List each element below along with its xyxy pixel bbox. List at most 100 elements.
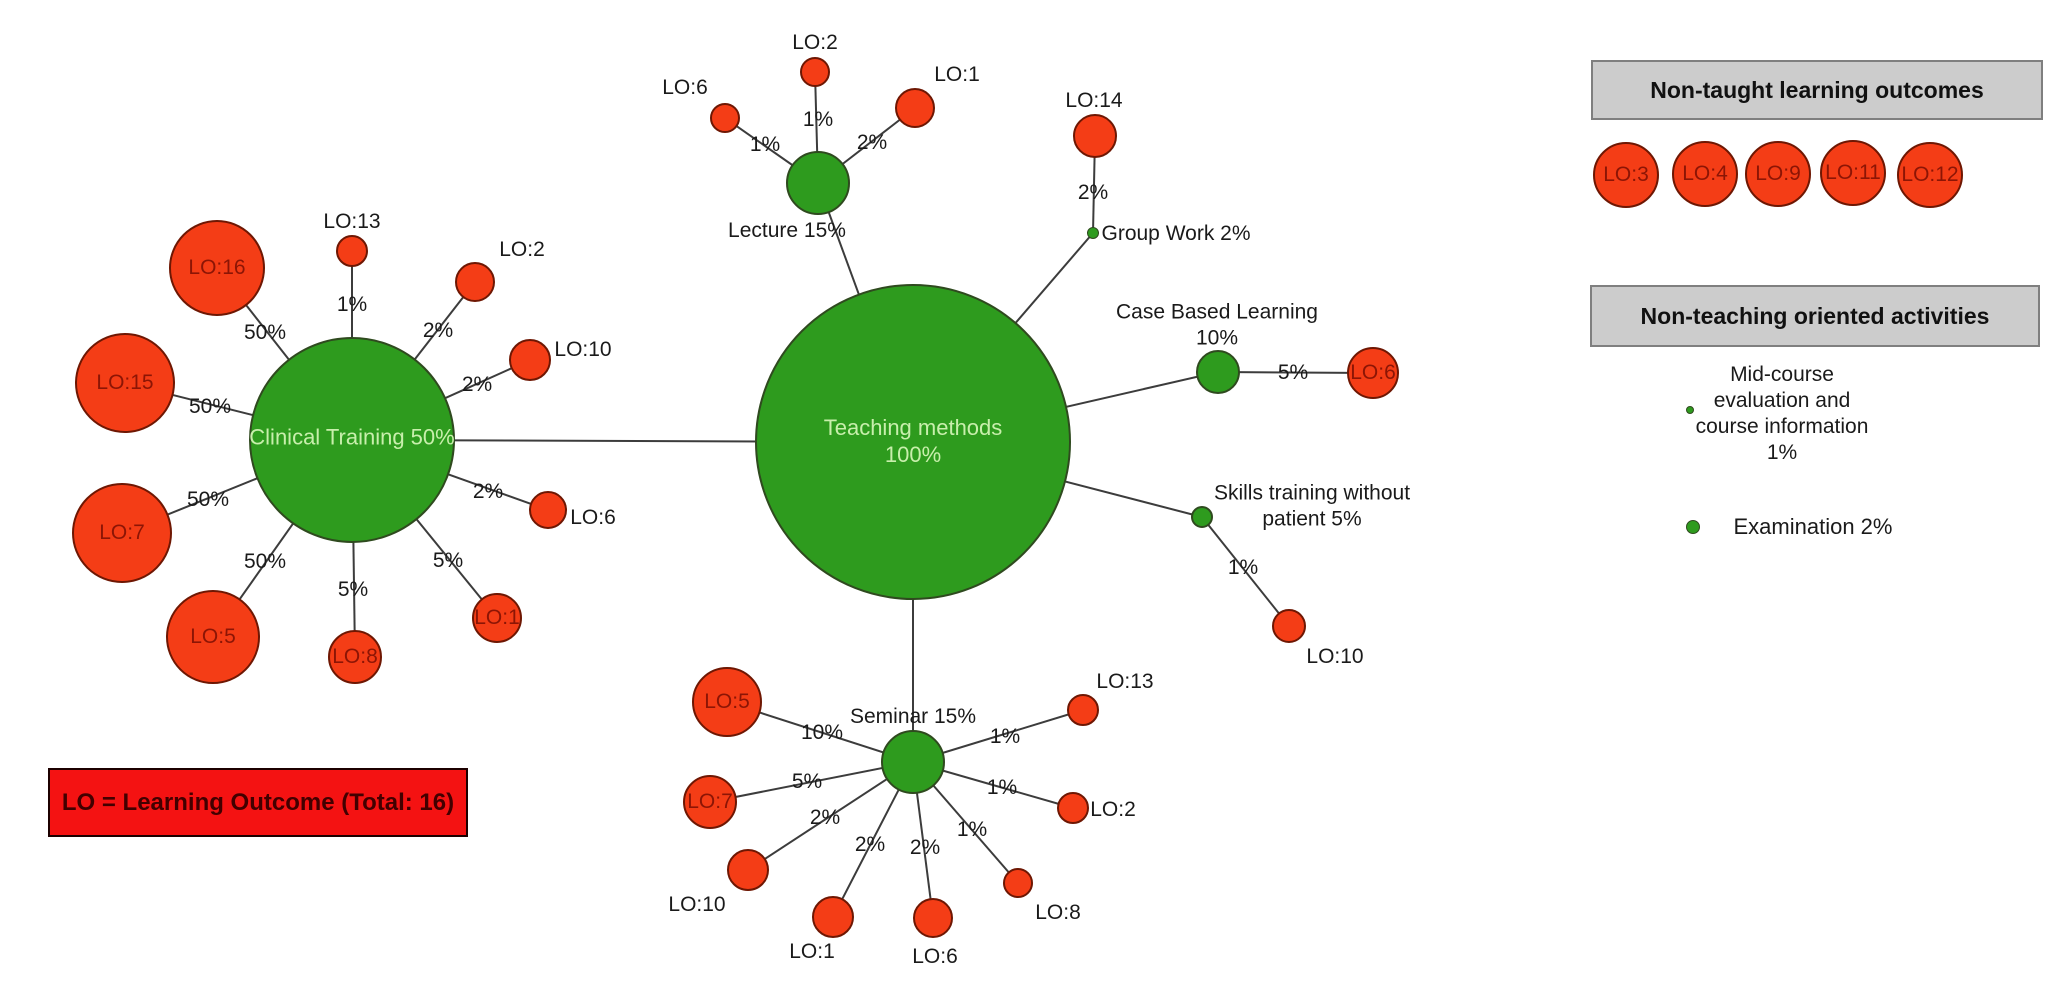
- panel-lo9-label: LO:9: [1755, 162, 1801, 186]
- seminar-lo13-label: LO:13: [1096, 670, 1154, 694]
- panel-lo3-node: [1593, 142, 1659, 208]
- seminar-lo6-node: [913, 898, 953, 938]
- edge-clinical-lo1-percent-label: 5%: [432, 549, 464, 573]
- panel-lo12-node: [1897, 142, 1963, 208]
- group-work-label: Group Work 2%: [1101, 222, 1251, 246]
- teaching-methods-node: [755, 284, 1071, 600]
- lecture-lo1-node: [895, 88, 935, 128]
- clinical-lo7-node: [72, 483, 172, 583]
- panel-lo11-label: LO:11: [1825, 161, 1881, 185]
- casebased-lo6-label: LO:6: [1350, 361, 1396, 385]
- edge-skills-lo10: [1201, 516, 1290, 627]
- seminar-lo5-node: [692, 667, 762, 737]
- teaching-methods-label: Teaching methods 100%: [823, 415, 1003, 467]
- edge-groupwork-lo14-percent-label: 2%: [1077, 181, 1109, 205]
- case-based-learning-node: [1196, 350, 1240, 394]
- clinical-lo15-node: [75, 333, 175, 433]
- panel-lo4-label: LO:4: [1682, 162, 1728, 186]
- lecture-lo2-node: [800, 57, 830, 87]
- clinical-training-label: Clinical Training 50%: [249, 424, 455, 450]
- seminar-lo13-node: [1067, 694, 1099, 726]
- groupwork-lo14-node: [1073, 114, 1117, 158]
- edge-seminar-lo10: [747, 761, 914, 871]
- clinical-lo2-label: LO:2: [499, 238, 545, 262]
- examination-dot: [1686, 520, 1700, 534]
- clinical-lo16-label: LO:16: [188, 256, 246, 280]
- seminar-lo8-node: [1003, 868, 1033, 898]
- clinical-lo16-node: [169, 220, 265, 316]
- panel-lo4-node: [1672, 141, 1738, 207]
- panel-lo3-label: LO:3: [1603, 163, 1649, 187]
- clinical-lo10-node: [509, 339, 551, 381]
- groupwork-lo14-label: LO:14: [1065, 89, 1123, 113]
- edge-clinical-lo2-percent-label: 2%: [422, 319, 454, 343]
- edge-casebased-lo6-percent-label: 5%: [1277, 361, 1309, 385]
- clinical-training-node: [249, 337, 455, 543]
- legend-box: LO = Learning Outcome (Total: 16): [48, 768, 468, 837]
- clinical-lo1-node: [472, 593, 522, 643]
- edge-seminar-lo8-percent-label: 1%: [956, 818, 988, 842]
- seminar-lo7-label: LO:7: [687, 790, 733, 814]
- examination-label: Examination 2%: [1733, 514, 1893, 539]
- skills-training-label: Skills training without patient 5%: [1213, 481, 1411, 530]
- seminar-lo6-label: LO:6: [912, 945, 958, 969]
- lecture-label: Lecture 15%: [728, 219, 846, 243]
- edge-clinical-lo15-percent-label: 50%: [188, 395, 232, 419]
- seminar-lo5-label: LO:5: [704, 690, 750, 714]
- panel-lo11-node: [1820, 140, 1886, 206]
- seminar-lo7-node: [683, 775, 737, 829]
- clinical-lo6-node: [529, 491, 567, 529]
- edge-seminar-lo6-percent-label: 2%: [909, 836, 941, 860]
- edge-seminar-lo2-percent-label: 1%: [986, 776, 1018, 800]
- clinical-lo10-label: LO:10: [554, 338, 612, 362]
- skills-lo10-label: LO:10: [1306, 645, 1364, 669]
- lecture-node: [786, 151, 850, 215]
- edge-seminar-lo7-percent-label: 5%: [791, 770, 823, 794]
- edge-seminar-lo5-percent-label: 10%: [800, 721, 844, 745]
- edge-lecture-lo1-percent-label: 2%: [856, 131, 888, 155]
- seminar-lo2-label: LO:2: [1090, 798, 1136, 822]
- clinical-lo13-label: LO:13: [323, 210, 381, 234]
- edge-skills-lo10-percent-label: 1%: [1227, 556, 1259, 580]
- panel-lo9-node: [1745, 141, 1811, 207]
- seminar-lo10-node: [727, 849, 769, 891]
- edge-clinical-lo8-percent-label: 5%: [337, 578, 369, 602]
- seminar-lo10-label: LO:10: [668, 893, 726, 917]
- clinical-lo8-label: LO:8: [332, 645, 378, 669]
- mid-course-evaluation-label: Mid-course evaluation and course informa…: [1695, 362, 1869, 465]
- seminar-node: [881, 730, 945, 794]
- clinical-lo5-node: [166, 590, 260, 684]
- skills-lo10-node: [1272, 609, 1306, 643]
- group-work-node: [1087, 227, 1099, 239]
- non-teaching-activities-header: Non-teaching oriented activities: [1590, 285, 2040, 347]
- seminar-lo1-label: LO:1: [789, 940, 835, 964]
- clinical-lo2-node: [455, 262, 495, 302]
- non-taught-outcomes-header: Non-taught learning outcomes: [1591, 60, 2043, 120]
- clinical-lo7-label: LO:7: [99, 521, 145, 545]
- edge-clinical-lo10-percent-label: 2%: [461, 373, 493, 397]
- clinical-lo15-label: LO:15: [96, 371, 154, 395]
- seminar-label: Seminar 15%: [849, 705, 977, 729]
- mid-course-dot: [1686, 406, 1694, 414]
- clinical-lo5-label: LO:5: [190, 625, 236, 649]
- seminar-lo2-node: [1057, 792, 1089, 824]
- edge-seminar-lo10-percent-label: 2%: [809, 806, 841, 830]
- clinical-lo6-label: LO:6: [570, 506, 616, 530]
- panel-lo12-label: LO:12: [1901, 163, 1959, 187]
- lecture-lo2-label: LO:2: [792, 31, 838, 55]
- edge-lecture-lo2-percent-label: 1%: [802, 108, 834, 132]
- edge-clinical-lo13-percent-label: 1%: [336, 293, 368, 317]
- edge-clinical-lo7-percent-label: 50%: [186, 488, 230, 512]
- edge-seminar-lo1-percent-label: 2%: [854, 833, 886, 857]
- edge-clinical-lo6-percent-label: 2%: [472, 480, 504, 504]
- lecture-lo6-label: LO:6: [662, 76, 708, 100]
- clinical-lo1-label: LO:1: [474, 606, 520, 630]
- edge-clinical-lo5-percent-label: 50%: [243, 550, 287, 574]
- casebased-lo6-node: [1347, 347, 1399, 399]
- skills-training-node: [1191, 506, 1213, 528]
- edge-clinical-lo16-percent-label: 50%: [243, 321, 287, 345]
- case-based-learning-label: Case Based Learning 10%: [1116, 300, 1318, 349]
- clinical-lo13-node: [336, 235, 368, 267]
- seminar-lo1-node: [812, 896, 854, 938]
